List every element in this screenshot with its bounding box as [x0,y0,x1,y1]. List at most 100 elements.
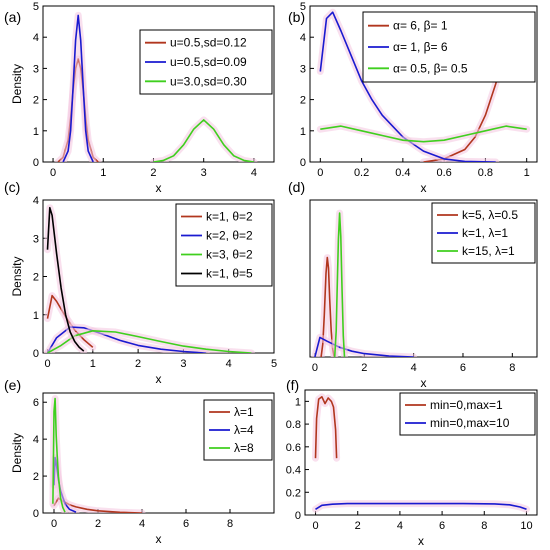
panel-f-xtick-label: 2 [355,520,361,532]
panel-a-xtick-label: 3 [201,167,207,179]
panel-c-legend: k=1, θ=2 k=2, θ=2 k=3, θ=2 k=1, θ=5 [175,203,273,287]
panel-e-xtick-label: 2 [95,518,101,530]
panel-c-xtick-label: 1 [90,358,96,370]
panel-a-legend: u=0.5,sd=0.12 u=0.5,sd=0.09 u=3.0,sd=0.30 [139,29,273,95]
panel-c-ytick-label: 0 [33,348,39,360]
panel-c-xtick-label: 2 [135,358,141,370]
panel-d: 0 2 4 6 8 x (d) k=5, λ=0.5 k=1, λ=1 k=15, λ=1 [288,179,538,390]
panel-e: 0 2 4 6 8 0 2 4 6 x Density (e) λ=1 λ=4 λ=8 [4,377,275,546]
panel-a-series-line [153,119,255,162]
panel-a-ylabel: Density [10,64,24,104]
panel-e-legend-entry: λ=4 [234,423,254,437]
panel-a-xtick-label: 0 [50,167,56,179]
panel-d-xlabel: x [421,376,427,390]
panel-c-xlabel: x [156,372,162,386]
panel-b-xtick-label: 1 [524,167,530,179]
panel-b-series-1-6 [316,8,500,162]
panel-b-series-line [319,11,496,162]
panel-f-xtick-label: 6 [439,520,445,532]
panel-b-legend-box [362,11,536,83]
panel-a-ytick-label: 3 [33,63,39,75]
panel-c-legend-entry: k=2, θ=2 [206,229,253,243]
panel-b-ytick-label: 4 [300,32,306,44]
panel-b: 0 0.2 0.4 0.6 0.8 1 0 1 2 3 4 5 x (b) α= 6, β= 1 α= 1, … [288,1,538,195]
panel-b-xtick-label: 0 [317,167,323,179]
panel-e-legend: λ=1 λ=4 λ=8 [203,399,273,461]
panel-c-ylabel: Density [10,256,24,296]
panel-d-xtick-label: 4 [411,362,417,374]
panel-b-legend: α= 6, β= 1 α= 1, β= 6 α= 0.5, β= 0.5 [362,11,536,83]
panel-a-legend-entry: u=3.0,sd=0.30 [170,74,247,88]
panel-c-ytick-label: 4 [33,195,39,207]
panel-d-series-k-15-1 [331,209,348,357]
panel-b-xtick-label: 0.6 [436,167,451,179]
panel-b-ytick-label: 1 [300,126,306,138]
panel-d-legend-entry: k=5, λ=0.5 [462,208,518,222]
panel-e-label: (e) [4,377,21,393]
panel-b-xlabel: x [421,181,427,195]
panel-c-xtick-label: 3 [180,358,186,370]
panel-b-legend-entry: α= 1, β= 6 [393,40,448,54]
panel-f-xlabel: x [418,534,424,548]
panel-b-ytick-label: 5 [300,1,306,13]
panel-f-xtick-label: 10 [520,520,532,532]
panel-e-ytick-label: 0 [33,508,39,520]
panel-f-axes-frame [304,389,538,516]
panel-c-legend-entry: k=1, θ=2 [206,210,253,224]
panel-f-ytick-label: 0.6 [286,442,301,454]
panel-d-xtick-label: 8 [509,362,515,374]
panel-a-legend-entry: u=0.5,sd=0.12 [170,36,247,50]
panel-b-series-0-5-0-5 [316,122,531,146]
panel-f-xtick-label: 8 [481,520,487,532]
panel-b-xtick-label: 0.8 [478,167,493,179]
panel-f-xtick-label: 4 [397,520,403,532]
panel-a-ytick-label: 2 [33,95,39,107]
panel-c-series-line [46,326,207,353]
panel-e-ytick-label: 4 [33,434,39,446]
panel-f-ytick-label: 0.8 [286,419,301,431]
panel-f-ytick-label: 0.4 [286,465,301,477]
panel-f-ytick-label: 0.2 [286,487,301,499]
panel-a-xtick-label: 4 [251,167,257,179]
panel-c-series-k-1-5 [44,204,88,353]
panel-c-legend-entry: k=1, θ=5 [206,267,253,281]
panel-f-series-min-0-max-1 [312,393,341,462]
panel-f-legend-box [399,392,536,436]
panel-f-legend-entry: min=0,max=1 [430,398,503,412]
panel-d-legend: k=5, λ=0.5 k=1, λ=1 k=15, λ=1 [431,202,536,264]
panel-f-series-line [314,395,338,459]
panel-c-legend-entry: k=3, θ=2 [206,248,253,262]
panel-a-series-u-3-0-sd-0-30 [150,116,258,162]
panel-b-series-line [320,125,527,143]
panel-a-series-u-0-5-sd-0-09 [59,11,97,162]
panel-a-ytick-label: 4 [33,32,39,44]
panel-c-series-k-2-2 [44,323,210,353]
panel-b-legend-entry: α= 6, β= 1 [393,19,448,33]
panel-b-xtick-label: 0.4 [395,167,410,179]
panel-c-ytick-label: 2 [33,272,39,284]
panel-f-xtick-label: 0 [312,520,318,532]
panel-d-label: (d) [288,179,305,195]
panel-a-xlabel: x [156,181,162,195]
panel-a-series-line [62,14,94,162]
panel-c-ytick-label: 3 [33,233,39,245]
panel-e-ytick-label: 6 [33,397,39,409]
panel-b-xtick-label: 0.2 [354,167,369,179]
panel-f-legend: min=0,max=1 min=0,max=10 [399,392,536,436]
panel-a-legend-entry: u=0.5,sd=0.09 [170,55,247,69]
panel-f: 0 2 4 6 8 1000.20.40.60.81x(f)min=0,max=1min=… [286,377,538,548]
panel-f-series-line [315,502,527,511]
panel-d-legend-entry: k=15, λ=1 [462,244,515,258]
panel-a-ytick-label: 0 [33,157,39,169]
panel-a-series-u-0-5-sd-0-12 [54,55,102,162]
panel-a-series-halo [59,11,97,162]
panel-e-ytick-label: 2 [33,471,39,483]
panel-e-xtick-label: 8 [227,518,233,530]
panel-c-series-line [46,206,85,352]
panel-c-xtick-label: 0 [44,358,50,370]
panel-a-series-halo [150,116,258,162]
panel-a-xtick-label: 2 [150,167,156,179]
panel-e-xlabel: x [156,532,162,546]
